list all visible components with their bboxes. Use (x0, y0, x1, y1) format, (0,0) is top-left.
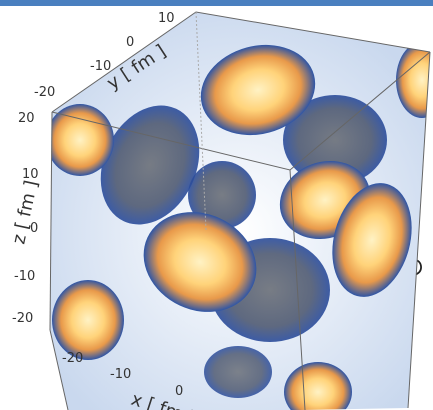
nucleon-blob (204, 346, 272, 398)
z-axis: 20 10 0 -10 -20 z [ fm ] (8, 111, 42, 326)
nucleon-blob (332, 183, 412, 297)
y-tick: 10 (158, 11, 175, 26)
x-axis: -20 -10 0 x [ fm ] (62, 351, 197, 410)
nucleon-blob (200, 44, 316, 136)
z-tick: 0 (30, 221, 38, 236)
top-accent-bar (0, 0, 433, 6)
x-tick: 0 (175, 384, 183, 399)
nucleon-blob (396, 42, 430, 118)
nucleon-blob (143, 212, 257, 312)
y-tick: -20 (34, 85, 55, 100)
z-tick: -10 (14, 269, 35, 284)
nucleon-blob (283, 95, 387, 185)
nucleon-blob (284, 362, 352, 410)
nucleon-blob (52, 280, 124, 360)
nucleon-blob (100, 105, 200, 225)
x-tick: -10 (110, 367, 131, 382)
z-tick: 10 (22, 167, 39, 182)
z-tick: 20 (18, 111, 35, 126)
x-tick: -20 (62, 351, 83, 366)
y-tick: -10 (90, 59, 111, 74)
cube-edges (49, 11, 431, 410)
nucleon-blob (50, 104, 114, 176)
z-tick: -20 (12, 311, 33, 326)
y-tick: 0 (126, 35, 134, 50)
